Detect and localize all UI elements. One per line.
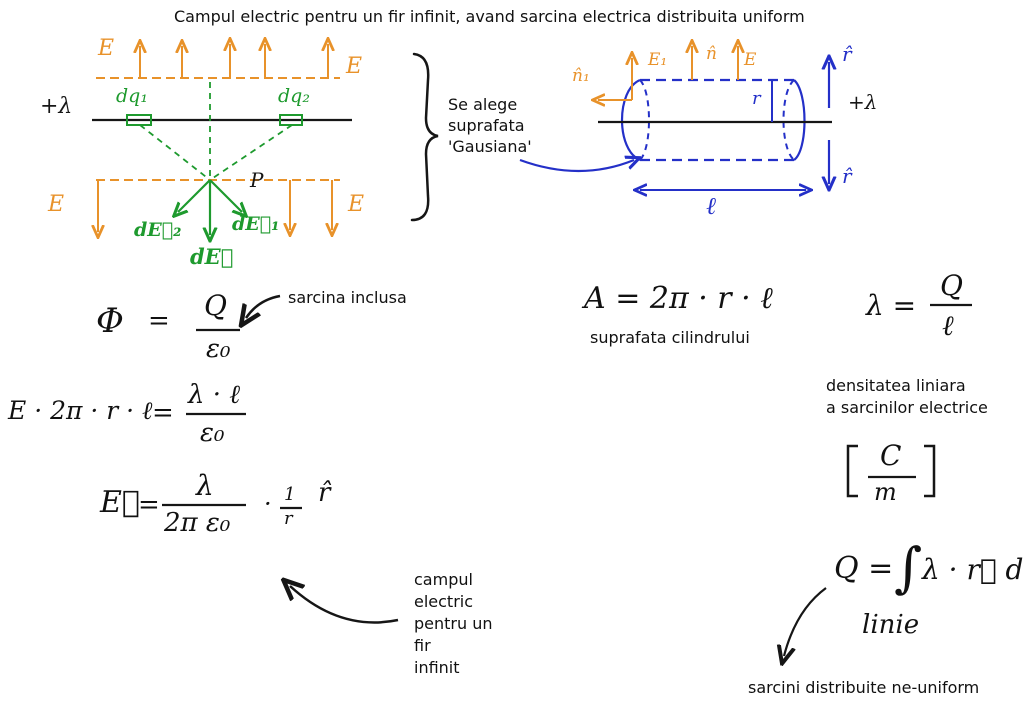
e1-label: E₁ [648,50,668,70]
density-lhs: λ = [866,289,917,322]
campul-line-5: infinit [414,658,460,677]
unit-bracket-right [924,444,936,498]
field-label-top-left: E [98,36,115,61]
field-label-top-right: E [346,54,363,79]
gauss-den: ε₀ [200,418,225,448]
de1-label: dE⃗₁ [232,213,280,235]
field-inv-den: r [284,508,293,529]
e-label: E [744,50,757,70]
field-unit: r̂ [318,478,331,508]
cylinder-charge-label: +λ [848,90,878,114]
cylinder-left-cap [621,78,641,162]
integral-sub: linie [862,610,920,640]
integral-body: λ · r⃗ dl [922,553,1024,586]
integral-sign: ∫ [894,536,923,599]
unit-bracket-left [846,444,858,498]
field-pointer-arrow [290,586,399,624]
gauss-eq: = [152,398,174,428]
charge-pointer-arrow [246,294,281,318]
dq1-label: dq₁ [116,85,148,107]
field-label-bottom-right: E [348,192,365,217]
field-arrows-down [98,180,332,232]
n1-label: n̂₁ [572,66,590,86]
campul-line-4: fir [414,636,431,655]
gauss-note-line-1: Se alege [448,95,518,114]
dq2-label: dq₂ [278,85,310,107]
n-label: n̂ [706,44,717,64]
radius-label: r [752,88,761,109]
point-label: P [250,168,264,192]
field-arrows-up [140,44,328,78]
campul-line-3: pentru un [414,614,493,633]
density-num: Q [940,269,963,302]
sarcini-neuniform-label: sarcini distribuite ne-uniform [748,678,980,697]
gauss-lhs: E · 2π · r · ℓ [8,396,153,425]
grouping-brace [410,52,439,222]
density-den: ℓ [942,309,954,342]
page-title: Campul electric pentru un fir infinit, a… [174,7,805,26]
field-vectors [178,179,242,235]
flux-num: Q [204,289,227,322]
cylinder-figure [598,46,832,190]
densitatea-line-1: densitatea liniara [826,376,966,395]
suprafata-cilindrului-label: suprafata cilindrului [590,328,750,347]
campul-line-2: electric [414,592,474,611]
gauss-num: λ · ℓ [188,380,241,410]
gauss-note-line-2: suprafata [448,116,525,135]
area-formula: A = 2π · r · ℓ [584,281,773,316]
dq1-element [126,114,152,126]
charge-label: +λ [40,94,73,119]
flux-den: ε₀ [206,334,231,364]
r-hat-top-label: r̂ [842,42,852,66]
r-hat-bottom-label: r̂ [842,164,852,188]
field-dot: · [264,490,272,518]
left-figure [92,44,352,235]
gauss-pointer-arrow [519,160,634,173]
field-lhs: E⃗ [100,485,140,520]
length-label: ℓ [706,192,716,220]
flux-eq: = [148,306,170,336]
nonuniform-pointer-arrow [784,587,827,656]
sarcina-inclusa-label: sarcina inclusa [288,288,407,307]
gauss-note-line-3: 'Gausiana' [448,137,532,156]
integral-lhs: Q = [834,551,894,586]
flux-lhs: Φ [96,301,124,341]
cylinder-right-cap [793,79,806,161]
unit-den: m [874,478,897,506]
densitatea-line-2: a sarcinilor electrice [826,398,988,417]
campul-line-1: campul [414,570,473,589]
construction-lines [139,82,293,181]
de2-label: dE⃗₂ [134,219,182,241]
field-label-bottom-left: E [48,192,65,217]
field-inv-num: 1 [284,484,296,505]
de-label: dE⃗ [190,244,234,269]
field-den: 2π ε₀ [164,508,231,538]
field-eq: = [138,490,160,520]
unit-num: C [880,439,902,472]
field-num: λ [196,469,214,502]
